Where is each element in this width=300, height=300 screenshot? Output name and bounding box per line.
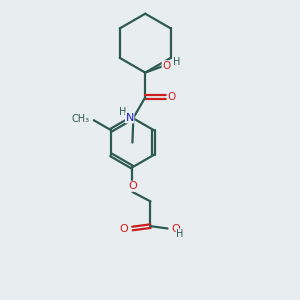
Text: O: O [167, 92, 176, 102]
Text: N: N [125, 113, 134, 123]
Text: O: O [162, 61, 170, 71]
Text: O: O [171, 224, 180, 233]
Text: O: O [119, 224, 128, 233]
Text: H: H [176, 229, 184, 239]
Text: H: H [119, 107, 127, 117]
Text: H: H [173, 57, 181, 67]
Text: O: O [128, 181, 137, 191]
Text: CH₃: CH₃ [72, 114, 90, 124]
